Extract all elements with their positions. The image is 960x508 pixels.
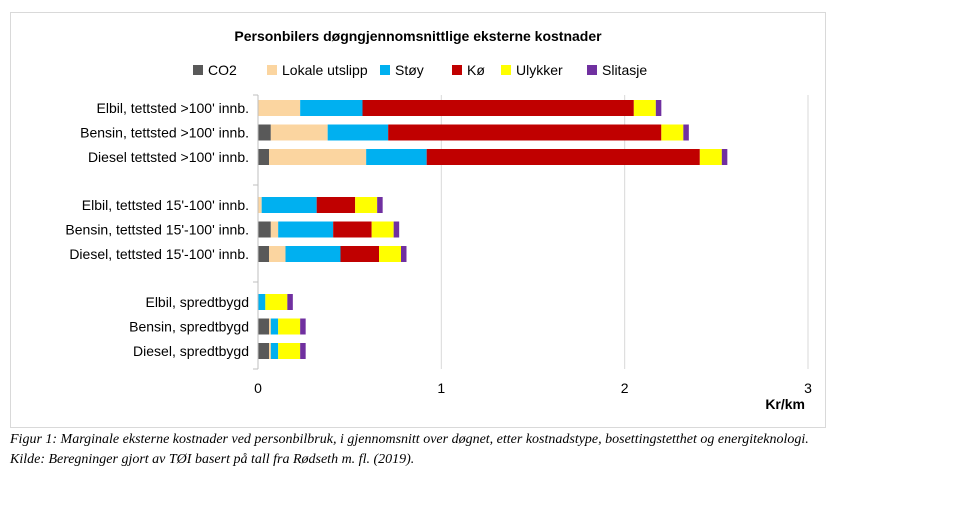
bar-segment	[721, 149, 728, 165]
legend-swatch	[587, 65, 597, 75]
bar-segment	[258, 197, 262, 213]
bar-segment	[327, 124, 389, 141]
bar-segment	[300, 343, 306, 359]
bar-segment	[270, 343, 279, 359]
legend: CO2 Lokale utslipp Støy Kø Ulykker Slitasje	[193, 62, 647, 78]
bar-segment	[401, 246, 407, 262]
x-tick-label: 1	[437, 380, 445, 396]
bar-segment	[278, 318, 301, 335]
bar-segment	[269, 318, 271, 335]
legend-swatch	[193, 65, 203, 75]
axes: 0 1 2 3 Elbil, tettsted >100' innb. Bensin, t…	[65, 94, 812, 396]
bar-segment	[278, 221, 334, 238]
legend-label: CO2	[208, 62, 237, 78]
figure-caption: Figur 1: Marginale eksterne kostnader ve…	[10, 430, 955, 470]
bar-segment	[699, 149, 722, 165]
category-label: Bensin, spredtbygd	[129, 319, 249, 335]
legend-swatch	[267, 65, 277, 75]
caption-line-1: Figur 1: Marginale eksterne kostnader ve…	[10, 432, 809, 447]
stacked-bar-chart: 0 1 2 3 Elbil, tettsted >100' innb. Bensin, t…	[65, 28, 812, 412]
category-label: Bensin, tettsted 15'-100' innb.	[65, 222, 249, 238]
bar-segment	[661, 124, 684, 141]
bar-segment	[388, 124, 662, 141]
grid-lines	[440, 95, 809, 369]
bar-segment	[270, 124, 328, 141]
bar-segment	[258, 318, 269, 335]
legend-swatch	[501, 65, 511, 75]
x-tick-label: 3	[804, 380, 812, 396]
category-label: Diesel tettsted >100' innb.	[88, 149, 249, 165]
x-axis-label: Kr/km	[765, 396, 805, 412]
bar-segment	[426, 149, 700, 165]
bar-segment	[333, 221, 372, 238]
bar-segment	[269, 246, 286, 262]
bar-segment	[265, 294, 288, 310]
legend-swatch	[452, 65, 462, 75]
bar-segment	[366, 149, 427, 165]
x-tick-label: 0	[254, 380, 262, 396]
bar-segment	[340, 246, 379, 262]
bar-segment	[300, 100, 363, 116]
bar-segment	[261, 197, 317, 213]
bar-segment	[377, 197, 383, 213]
bars	[258, 100, 728, 359]
caption-line-2: Kilde: Beregninger gjort av TØI basert p…	[10, 452, 415, 467]
bar-segment	[379, 246, 401, 262]
category-label: Diesel, spredtbygd	[133, 343, 249, 359]
bar-segment	[270, 318, 279, 335]
bar-segment	[269, 149, 367, 165]
bar-segment	[258, 124, 271, 141]
bar-segment	[258, 343, 269, 359]
category-label: Elbil, spredtbygd	[145, 294, 249, 310]
bar-segment	[362, 100, 634, 116]
bar-segment	[269, 343, 271, 359]
bar-segment	[258, 246, 269, 262]
legend-label: Kø	[467, 62, 485, 78]
chart-title: Personbilers døgngjennomsnittlige ekster…	[234, 28, 602, 44]
category-label: Elbil, tettsted 15'-100' innb.	[82, 197, 249, 213]
bar-segment	[316, 197, 356, 213]
bar-segment	[258, 294, 266, 310]
bar-segment	[300, 318, 306, 335]
legend-label: Slitasje	[602, 62, 647, 78]
bar-segment	[355, 197, 378, 213]
bar-segment	[371, 221, 394, 238]
bar-segment	[633, 100, 656, 116]
bar-segment	[270, 221, 279, 238]
bar-segment	[258, 100, 301, 116]
chart-frame: 0 1 2 3 Elbil, tettsted >100' innb. Bensin, t…	[10, 12, 826, 428]
bar-segment	[258, 149, 269, 165]
legend-label: Ulykker	[516, 62, 563, 78]
bar-segment	[285, 246, 341, 262]
bar-segment	[655, 100, 662, 116]
category-label: Elbil, tettsted >100' innb.	[97, 100, 250, 116]
category-label: Diesel, tettsted 15'-100' innb.	[69, 246, 249, 262]
bar-segment	[278, 343, 301, 359]
legend-swatch	[380, 65, 390, 75]
bar-segment	[393, 221, 400, 238]
category-label: Bensin, tettsted >100' innb.	[80, 125, 249, 141]
x-tick-label: 2	[621, 380, 629, 396]
legend-label: Støy	[395, 62, 424, 78]
legend-label: Lokale utslipp	[282, 62, 368, 78]
bar-segment	[287, 294, 293, 310]
bar-segment	[683, 124, 689, 141]
bar-segment	[258, 221, 271, 238]
